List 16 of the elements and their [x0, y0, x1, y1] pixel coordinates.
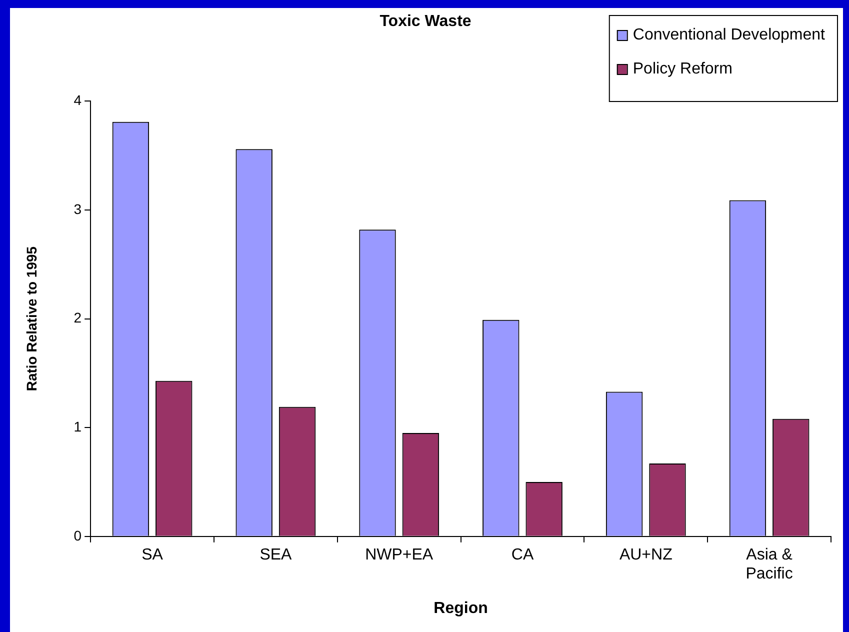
x-axis-title: Region [434, 600, 488, 617]
y-tick-label: 3 [74, 200, 82, 217]
y-tick-label: 2 [74, 310, 82, 326]
y-axis-title: Ratio Relative to 1995 [23, 246, 40, 392]
x-tick-label: AU+NZ [619, 546, 673, 564]
chart-title: Toxic Waste [380, 13, 472, 30]
x-tick-label: CA [511, 546, 534, 564]
y-tick-label: 4 [74, 92, 82, 108]
y-tick-label: 0 [74, 527, 82, 544]
x-tick-label: NWP+EA [365, 546, 434, 564]
y-tick-label: 1 [74, 418, 82, 434]
x-tick-label: SEA [260, 546, 292, 564]
x-tick-label: Asia & Pacific [746, 546, 793, 583]
x-tick-label: SA [142, 546, 164, 564]
legend-label: Conventional Development [632, 26, 826, 44]
legend-label: Policy Reform [632, 60, 732, 78]
